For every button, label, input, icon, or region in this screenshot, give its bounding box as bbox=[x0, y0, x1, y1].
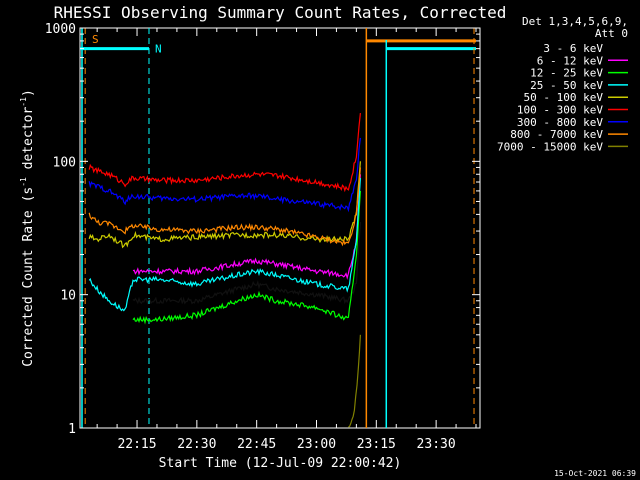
y-axis-label-part1: Corrected Count Rate (s bbox=[21, 187, 36, 367]
series-line-3 bbox=[88, 177, 361, 312]
legend-label: 6 - 12 keV bbox=[537, 54, 604, 67]
saa-flag-label: S bbox=[92, 33, 99, 46]
y-tick-label: 10 bbox=[60, 289, 76, 304]
series-line-8 bbox=[348, 334, 361, 428]
legend-label: 800 - 7000 keV bbox=[510, 128, 603, 141]
legend-label: 7000 - 15000 keV bbox=[497, 140, 603, 153]
y-tick-label: 1000 bbox=[45, 22, 76, 37]
flag-layer: SN bbox=[80, 28, 476, 428]
y-axis-label-part3: ) bbox=[21, 89, 36, 97]
legend-label: 300 - 800 keV bbox=[517, 116, 603, 129]
series-line-2 bbox=[132, 190, 361, 325]
legend-label: 3 - 6 keV bbox=[543, 42, 603, 55]
axis-layer: 22:15 22:30 22:45 23:00 23:15 23:30 1 10 100 1000 bbox=[45, 22, 480, 452]
legend-header-line1: Det 1,3,4,5,6,9, bbox=[522, 15, 628, 28]
legend-label: 12 - 25 keV bbox=[530, 67, 603, 80]
series-line-0 bbox=[132, 222, 361, 305]
legend-label: 100 - 300 keV bbox=[517, 104, 603, 117]
series-layer bbox=[88, 113, 361, 428]
x-tick-label: 23:30 bbox=[417, 437, 456, 452]
y-axis-label-exp2: -1 bbox=[19, 97, 28, 107]
legend-label: 25 - 50 keV bbox=[530, 79, 603, 92]
series-line-1 bbox=[132, 174, 361, 280]
x-tick-label: 23:00 bbox=[297, 437, 336, 452]
plot-frame bbox=[79, 27, 481, 429]
legend-label: 50 - 100 keV bbox=[524, 91, 604, 104]
x-tick-label: 22:45 bbox=[237, 437, 276, 452]
y-axis-label-exp1: -1 bbox=[19, 177, 28, 187]
series-line-7 bbox=[88, 167, 361, 247]
y-tick-label: 1 bbox=[68, 422, 76, 437]
y-axis-label: Corrected Count Rate (s-1 detector-1) bbox=[19, 89, 36, 367]
footer-timestamp: 15-Oct-2021 06:39 bbox=[554, 469, 636, 478]
y-tick-label: 100 bbox=[53, 155, 76, 170]
chart-title: RHESSI Observing Summary Count Rates, Co… bbox=[54, 3, 507, 22]
night-flag-label: N bbox=[155, 43, 162, 56]
x-axis-label: Start Time (12-Jul-09 22:00:42) bbox=[159, 456, 402, 471]
series-line-4 bbox=[88, 161, 361, 249]
x-tick-label: 23:15 bbox=[357, 437, 396, 452]
x-tick-label: 22:15 bbox=[117, 437, 156, 452]
legend-header-line2: Att 0 bbox=[595, 27, 628, 40]
series-line-6 bbox=[88, 137, 361, 213]
series-line-5 bbox=[88, 113, 361, 193]
x-tick-label: 22:30 bbox=[177, 437, 216, 452]
y-axis-label-part2: detector bbox=[21, 107, 36, 178]
